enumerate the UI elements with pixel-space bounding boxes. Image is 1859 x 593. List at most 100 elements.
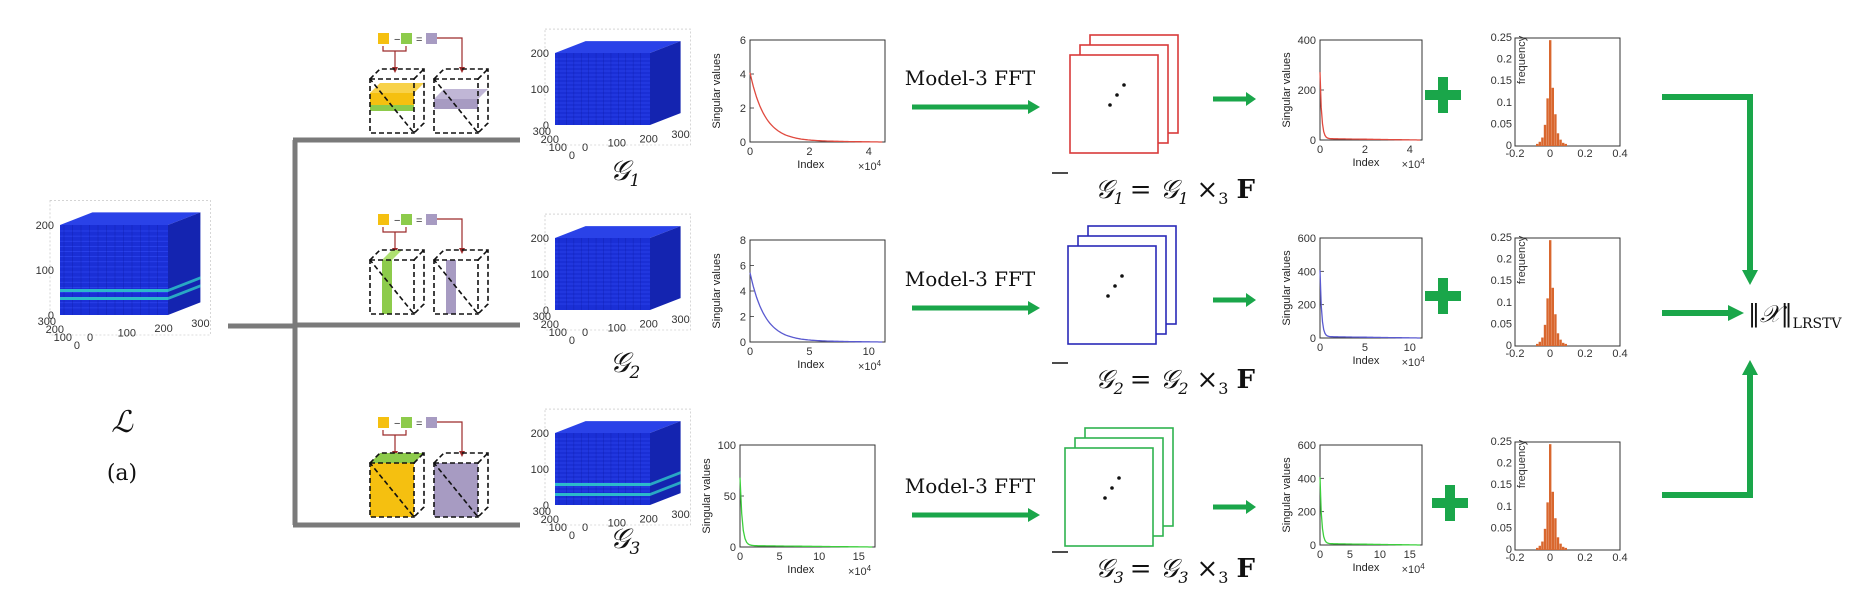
diagonal-dot bbox=[1115, 93, 1119, 97]
hist-x-tick: 0 bbox=[1547, 148, 1553, 160]
cube-x-tick: 100 bbox=[118, 327, 136, 339]
equals-sign: = bbox=[416, 34, 422, 46]
diagonal-dot bbox=[1117, 476, 1121, 480]
cube-highlight-band bbox=[168, 284, 201, 300]
subtensor-subscript: 1 bbox=[630, 171, 641, 191]
cube-z-tick: 0 bbox=[48, 310, 54, 322]
cube-y-tick: 0 bbox=[569, 150, 575, 162]
x-tick-label: 2 bbox=[1362, 144, 1368, 156]
cube-y-tick: 300 bbox=[533, 506, 551, 518]
green-square bbox=[401, 214, 412, 225]
cube-x-tick: 200 bbox=[154, 323, 172, 335]
x-tick-label: 10 bbox=[1374, 549, 1386, 561]
slab-fill bbox=[370, 105, 414, 111]
fft-arrowhead-row-1 bbox=[1028, 100, 1040, 114]
hist-bar bbox=[1559, 339, 1562, 346]
cube-x-tick: 100 bbox=[608, 138, 626, 150]
eq-op-sub: 3 bbox=[1218, 379, 1228, 398]
cube-highlight-band bbox=[168, 276, 201, 292]
cube-axis-box bbox=[544, 28, 691, 146]
dashed-cube-edge bbox=[477, 452, 489, 464]
equation-row-1: 𝒢1 = 𝒢1 ×3 F bbox=[1095, 175, 1255, 208]
hist-bar bbox=[1554, 114, 1557, 146]
bracket-arrow bbox=[382, 227, 407, 233]
fft-label-row-2: Model-3 FFT bbox=[905, 267, 1036, 291]
plot-frame bbox=[1319, 39, 1423, 141]
arrow-head bbox=[392, 67, 398, 73]
slab-fill bbox=[434, 99, 478, 109]
x-tick-label: 5 bbox=[1362, 342, 1368, 354]
cube-z-tick: 0 bbox=[543, 120, 549, 132]
diagonal-dot bbox=[1106, 294, 1110, 298]
x-tick-label: 0 bbox=[747, 346, 753, 358]
fft-label-row-1: Model-3 FFT bbox=[905, 66, 1036, 90]
cube-z-tick: 200 bbox=[531, 233, 549, 245]
x-axis-label: Index bbox=[797, 359, 824, 371]
singular-values-chart-row-2: 0 2 4 6 8 0 5 10 Index ×104 Singular values bbox=[711, 235, 886, 373]
hist-y-tick: 0 bbox=[1506, 544, 1512, 556]
hist-x-tick: -0.2 bbox=[1506, 552, 1525, 564]
hist-bar bbox=[1554, 314, 1557, 346]
eq-lhs-sub: 1 bbox=[1114, 189, 1124, 208]
frontal-slice bbox=[1069, 54, 1159, 154]
x-tick-label: 5 bbox=[806, 346, 812, 358]
cube-x-tick: 300 bbox=[671, 314, 689, 326]
x-exponent: ×104 bbox=[858, 159, 882, 173]
cube-z-tick: 200 bbox=[531, 428, 549, 440]
hist-y-tick: 0.25 bbox=[1491, 232, 1512, 244]
hist-y-tick: 0.15 bbox=[1491, 275, 1512, 287]
diagonal-dot bbox=[1122, 83, 1126, 87]
eq-lhs-sub: 2 bbox=[1113, 379, 1124, 398]
dashed-cube-front bbox=[369, 78, 415, 134]
x-axis-label: Index bbox=[787, 564, 814, 576]
y-tick-label: 0 bbox=[1310, 135, 1316, 147]
aggregation-arrows bbox=[1662, 94, 1758, 498]
arrow-head bbox=[459, 67, 465, 73]
hist-bar bbox=[1549, 40, 1552, 146]
y-axis-label: Singular values bbox=[701, 458, 713, 534]
x-axis-label: Index bbox=[797, 159, 824, 171]
cube-top-face bbox=[555, 226, 681, 238]
cube-highlight-band bbox=[650, 481, 681, 496]
hist-y-tick: 0.1 bbox=[1497, 297, 1512, 309]
slab-fill bbox=[382, 260, 392, 314]
y-tick-label: 8 bbox=[740, 235, 746, 247]
y-axis-label: Singular values bbox=[711, 53, 723, 129]
agg-head-top bbox=[1742, 270, 1758, 285]
y-tick-label: 6 bbox=[740, 35, 746, 47]
purple-square bbox=[426, 33, 437, 44]
fft-slices-row-3 bbox=[1064, 427, 1174, 547]
cube-highlight-band bbox=[650, 471, 681, 486]
eq-end: F bbox=[1236, 365, 1255, 395]
cube-x-tick: 300 bbox=[671, 129, 689, 141]
y-tick-label: 400 bbox=[1298, 473, 1316, 485]
hist-y-tick: 0.25 bbox=[1491, 436, 1512, 448]
diagonal-dot bbox=[1103, 496, 1107, 500]
subtensor-label-row-3: 𝒢3 bbox=[610, 522, 641, 559]
hist-bar bbox=[1562, 546, 1565, 550]
cube-z-tick: 200 bbox=[531, 48, 549, 60]
y-tick-label: 200 bbox=[1298, 85, 1316, 97]
x-exponent-power: 4 bbox=[867, 564, 872, 573]
bracket-arrow bbox=[382, 46, 407, 52]
hist-bar bbox=[1536, 143, 1539, 146]
x-exponent-power: 4 bbox=[877, 359, 882, 368]
eq-end: F bbox=[1236, 175, 1255, 205]
hist-x-tick: 0.4 bbox=[1612, 348, 1627, 360]
hist-y-tick: 0.2 bbox=[1497, 458, 1512, 470]
cube-front-face bbox=[555, 238, 650, 310]
x-exponent: ×104 bbox=[848, 564, 872, 578]
y-tick-label: 100 bbox=[718, 440, 736, 452]
hist-bar bbox=[1538, 141, 1541, 146]
equals-sign: = bbox=[416, 418, 422, 430]
plot-frame bbox=[749, 239, 886, 343]
small-arrowhead-row-1 bbox=[1246, 92, 1256, 106]
cube-z-tick: 100 bbox=[531, 269, 549, 281]
singular-value-curve bbox=[1319, 72, 1420, 141]
y-tick-label: 0 bbox=[740, 337, 746, 349]
plot-frame bbox=[739, 444, 876, 548]
hist-bar bbox=[1562, 342, 1565, 346]
hist-bar bbox=[1541, 337, 1544, 346]
x-tick-label: 5 bbox=[1347, 549, 1353, 561]
